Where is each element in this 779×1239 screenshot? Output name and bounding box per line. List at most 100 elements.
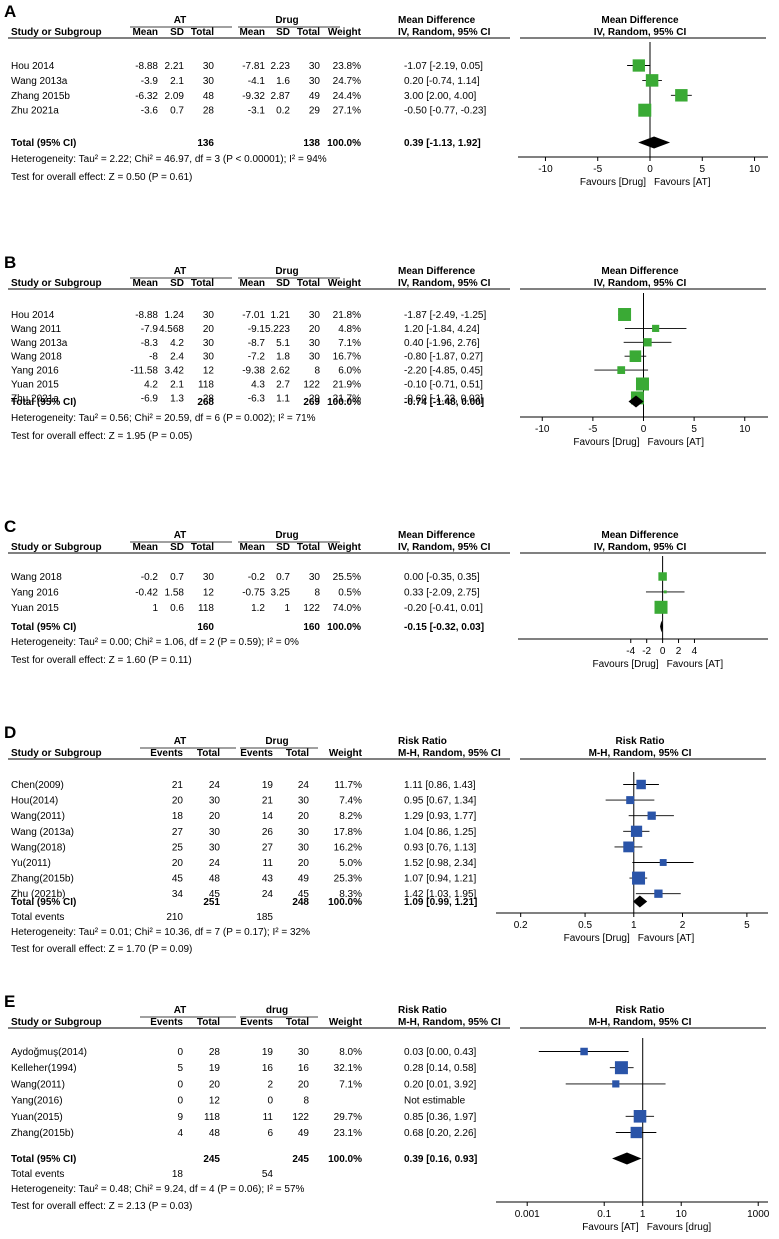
study-ci-text: 3.00 [2.00, 4.00] <box>404 91 477 102</box>
study-value: -7.81 <box>242 61 265 72</box>
study-value: 118 <box>204 1112 220 1123</box>
study-ci-text: 0.68 [0.20, 2.26] <box>404 1128 477 1139</box>
study-value: 30 <box>203 338 215 349</box>
effect-method: IV, Random, 95% CI <box>398 278 491 289</box>
plot-effect-title: Risk Ratio <box>616 1005 665 1016</box>
favours-right: Favours [AT] <box>638 933 695 944</box>
study-marker <box>612 1080 620 1088</box>
study-value: -3.1 <box>248 106 266 117</box>
study-marker <box>675 89 688 102</box>
study-value: 20 <box>309 324 321 335</box>
plot-effect-title: Mean Difference <box>601 15 679 26</box>
study-value: -8 <box>149 352 158 363</box>
study-marker <box>652 324 660 332</box>
study-name: Hou 2014 <box>11 310 55 321</box>
study-value: -7.9 <box>141 324 159 335</box>
study-value: 20 <box>298 858 310 869</box>
study-value: -3.6 <box>141 106 159 117</box>
study-name: Zhang 2015b <box>11 91 70 102</box>
study-ci-text: 1.42 [1.03, 1.95] <box>404 889 477 900</box>
study-name: Wang 2018 <box>11 572 62 583</box>
study-marker <box>580 1047 588 1056</box>
total-n2: 138 <box>303 138 320 149</box>
plot-effect-method: M-H, Random, 95% CI <box>589 748 692 759</box>
total-weight: 100.0% <box>327 397 361 408</box>
study-ci-text: 0.85 [0.36, 1.97] <box>404 1112 477 1123</box>
study-value: 24 <box>209 858 221 869</box>
favours-right: Favours [AT] <box>654 177 711 188</box>
study-name: Yu(2011) <box>11 858 51 869</box>
study-value: 16 <box>298 1063 310 1074</box>
total-n1: 251 <box>203 897 220 908</box>
study-value: 30 <box>203 310 215 321</box>
overall-effect-text: Test for overall effect: Z = 1.70 (P = 0… <box>11 944 192 955</box>
study-value: 21 <box>262 796 274 807</box>
study-name: Yuan 2015 <box>11 380 59 391</box>
favours-right: Favours [AT] <box>667 659 724 670</box>
group2-header: Drug <box>275 15 298 26</box>
study-value: 122 <box>303 603 320 614</box>
study-value: 0.2 <box>276 106 290 117</box>
study-value: 2.1 <box>170 76 184 87</box>
tick-label: -5 <box>588 424 597 435</box>
study-marker <box>632 59 645 72</box>
study-ci-text: 0.93 [0.76, 1.13] <box>404 842 477 853</box>
study-ci-text: 0.40 [-1.96, 2.76] <box>404 338 480 349</box>
study-name: Hou 2014 <box>11 61 55 72</box>
study-value: 27 <box>172 827 184 838</box>
study-value: 14 <box>262 811 274 822</box>
study-value: 1.8 <box>276 352 290 363</box>
col-header: SD <box>276 27 290 38</box>
study-value: 27 <box>262 842 274 853</box>
col-header: Total <box>297 542 320 553</box>
study-value: 20 <box>209 1079 221 1090</box>
study-value: -7.2 <box>248 352 266 363</box>
study-ci-text: 1.20 [-1.84, 4.24] <box>404 324 480 335</box>
study-value: 2 <box>267 1079 273 1090</box>
study-value: 26 <box>262 827 274 838</box>
study-name: Wang 2011 <box>11 324 61 335</box>
panel-label: D <box>4 723 16 742</box>
study-value: 8.2% <box>339 811 362 822</box>
col-header: SD <box>276 278 290 289</box>
study-value: -9.32 <box>242 91 265 102</box>
group1-header: AT <box>174 15 187 26</box>
pooled-diamond <box>633 895 648 908</box>
group1-header: AT <box>174 266 187 277</box>
favours-left: Favours [Drug] <box>564 933 630 944</box>
plot-effect-title: Mean Difference <box>601 266 679 277</box>
study-name: Aydoğmuş(2014) <box>11 1047 87 1058</box>
tick-label: 5 <box>744 920 750 931</box>
study-name: Wang 2013a <box>11 76 68 87</box>
tick-label: 10 <box>749 164 761 175</box>
study-value: 30 <box>298 1047 310 1058</box>
study-value: 45 <box>298 889 310 900</box>
effect-title: Risk Ratio <box>398 1005 447 1016</box>
total-weight: 100.0% <box>327 138 361 149</box>
study-marker <box>659 859 667 866</box>
favours-left: Favours [Drug] <box>580 177 646 188</box>
tick-label: 5 <box>691 424 697 435</box>
study-value: 30 <box>309 352 321 363</box>
study-value: 30 <box>209 842 221 853</box>
study-value: 49 <box>298 874 310 885</box>
effect-title: Risk Ratio <box>398 736 447 747</box>
plot-effect-method: IV, Random, 95% CI <box>594 542 687 553</box>
col-header: Total <box>286 748 309 759</box>
group2-header: Drug <box>275 266 298 277</box>
study-ci-text: 1.07 [0.94, 1.21] <box>404 874 477 885</box>
group1-header: AT <box>174 530 187 541</box>
study-value: 30 <box>203 352 215 363</box>
study-ci-text: 1.11 [0.86, 1.43] <box>404 780 476 791</box>
study-value: 5.223 <box>265 324 290 335</box>
study-value: -9.38 <box>242 366 265 377</box>
study-value: 1.2 <box>251 603 265 614</box>
study-value: 1 <box>152 603 158 614</box>
study-value: 30 <box>203 61 215 72</box>
tick-label: 2 <box>676 646 682 657</box>
total-n1: 245 <box>203 1154 220 1165</box>
study-value: 25.3% <box>334 874 362 885</box>
total-label: Total (95% CI) <box>11 1154 76 1165</box>
col-header: Total <box>297 278 320 289</box>
